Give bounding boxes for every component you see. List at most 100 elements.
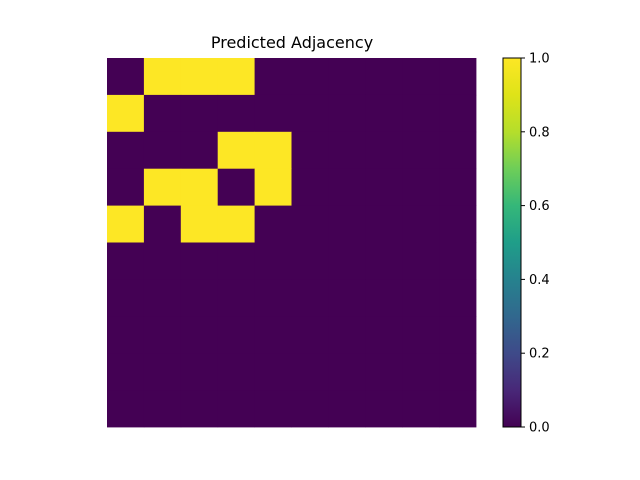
- heatmap-cell: [328, 316, 366, 354]
- heatmap-cell: [291, 205, 329, 243]
- heatmap-cell: [365, 131, 403, 170]
- colorbar-frame: [502, 57, 522, 428]
- heatmap-cell: [328, 390, 366, 428]
- heatmap-cell: [402, 168, 440, 206]
- colorbar-gradient: [503, 58, 521, 427]
- heatmap-cell: [107, 279, 145, 317]
- heatmap-cell: [365, 94, 403, 133]
- heatmap-cell: [439, 353, 477, 391]
- heatmap-cell: [107, 353, 145, 391]
- heatmap-cell: [365, 242, 403, 280]
- heatmap-cell: [439, 58, 477, 96]
- heatmap-cell: [217, 168, 255, 206]
- heatmap-cell: [254, 279, 292, 317]
- colorbar-tick-label: 0.8: [529, 125, 550, 140]
- colorbar-tick-label: 0.0: [529, 421, 550, 436]
- heatmap-cell: [217, 94, 255, 133]
- heatmap-cell: [439, 316, 477, 354]
- heatmap-cell: [107, 168, 145, 206]
- heatmap-cell: [107, 94, 145, 133]
- heatmap-cell: [254, 242, 292, 280]
- heatmap-cell: [143, 279, 182, 317]
- colorbar-tick-label: 0.4: [529, 273, 550, 288]
- heatmap-cell: [143, 353, 182, 391]
- heatmap-cell: [402, 58, 440, 96]
- chart-title: Predicted Adjacency: [211, 33, 373, 52]
- heatmap-cell: [328, 279, 366, 317]
- colorbar-tick-label: 0.2: [529, 347, 550, 362]
- heatmap-cell: [439, 131, 477, 170]
- heatmap-cell: [402, 94, 440, 133]
- heatmap-cell: [180, 353, 219, 391]
- heatmap-cell: [328, 242, 366, 280]
- heatmap-cell: [254, 205, 292, 243]
- heatmap-cell: [180, 279, 219, 317]
- heatmap-cell: [291, 131, 329, 170]
- heatmap-cell: [180, 94, 219, 133]
- heatmap-cell: [107, 242, 145, 280]
- colorbar-tick-label: 0.6: [529, 199, 550, 214]
- heatmap-cell: [365, 279, 403, 317]
- heatmap-cell: [217, 279, 255, 317]
- heatmap-cell: [439, 279, 477, 317]
- heatmap-cell: [254, 131, 292, 170]
- heatmap-cell: [180, 131, 219, 170]
- heatmap-cell: [328, 205, 366, 243]
- heatmap-cell: [291, 279, 329, 317]
- colorbar-ticks: 0.0 0.2 0.4 0.6 0.8 1.0: [521, 52, 550, 436]
- heatmap-cell: [217, 353, 255, 391]
- heatmap-cell: [254, 58, 292, 96]
- heatmap-cell: [328, 353, 366, 391]
- heatmap-cell: [439, 168, 477, 206]
- heatmap-cell: [291, 168, 329, 206]
- heatmap-cell: [180, 390, 219, 428]
- heatmap-cell: [143, 131, 182, 170]
- heatmap-cell: [402, 131, 440, 170]
- heatmap-cell: [107, 58, 145, 96]
- heatmap-cell: [365, 353, 403, 391]
- heatmap-cell: [254, 390, 292, 428]
- heatmap-cell: [291, 390, 329, 428]
- heatmap-cell: [402, 353, 440, 391]
- heatmap-cell: [217, 390, 255, 428]
- heatmap-cell: [107, 390, 145, 428]
- heatmap-cell: [107, 316, 145, 354]
- heatmap-cell: [365, 205, 403, 243]
- heatmap-cell: [217, 316, 255, 354]
- heatmap-cell: [217, 131, 255, 170]
- heatmap-cell: [291, 94, 329, 133]
- heatmap-cell: [180, 168, 219, 206]
- heatmap-cell: [180, 205, 219, 243]
- heatmap-cell: [439, 205, 477, 243]
- heatmap-cell: [143, 94, 182, 133]
- heatmap-cell: [402, 316, 440, 354]
- heatmap-cell: [143, 390, 182, 428]
- heatmap-cell: [217, 58, 255, 96]
- heatmap-cell: [365, 316, 403, 354]
- heatmap-cell: [328, 94, 366, 133]
- heatmap-cell: [180, 242, 219, 280]
- heatmap-cell: [291, 353, 329, 391]
- heatmap-cell: [254, 316, 292, 354]
- heatmap-cell: [217, 242, 255, 280]
- heatmap-cell: [291, 242, 329, 280]
- heatmap-cell: [143, 205, 182, 243]
- heatmap-cell: [291, 58, 329, 96]
- heatmap-cell: [439, 94, 477, 133]
- heatmap-cell: [254, 168, 292, 206]
- heatmap-cell: [402, 242, 440, 280]
- heatmap-cell: [143, 168, 182, 206]
- heatmap-cell: [107, 205, 145, 243]
- colorbar: 0.0 0.2 0.4 0.6 0.8 1.0: [502, 52, 550, 436]
- heatmap-cell: [402, 390, 440, 428]
- heatmap-cell: [143, 316, 182, 354]
- heatmap-cell: [254, 94, 292, 133]
- heatmap-cell: [217, 205, 255, 243]
- heatmap-cell: [365, 58, 403, 96]
- heatmap-cell: [291, 316, 329, 354]
- heatmap-cell: [328, 58, 366, 96]
- colorbar-tick-label: 1.0: [529, 52, 550, 67]
- heatmap-cell: [180, 316, 219, 354]
- heatmap-cell: [254, 353, 292, 391]
